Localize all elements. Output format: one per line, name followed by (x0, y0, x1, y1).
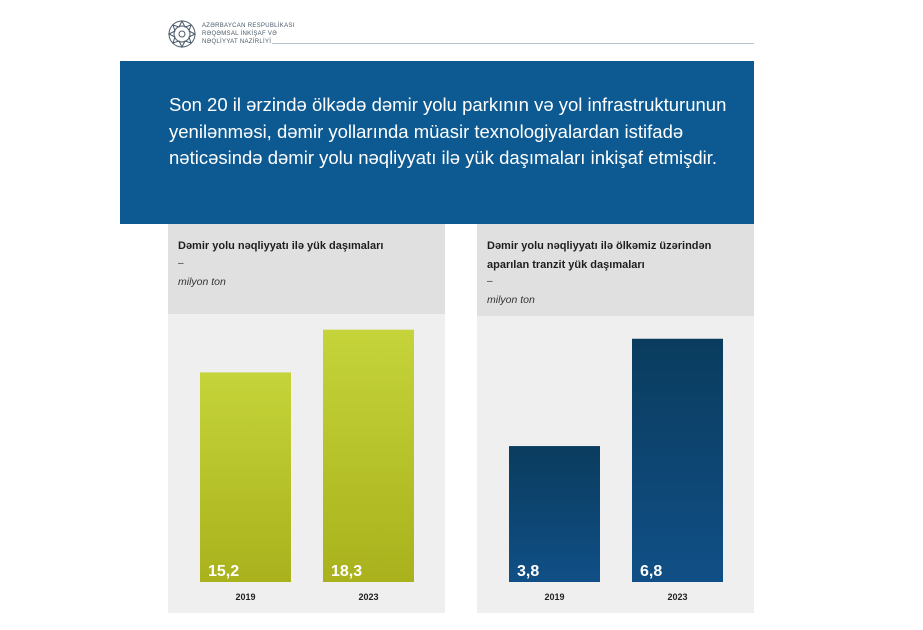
x-tick-label: 2019 (544, 592, 564, 602)
bar-chart-transit: 3,8 2019 6,8 2023 (509, 338, 723, 602)
chart-bar-2023 (632, 338, 723, 582)
chart-unit: milyon ton (487, 294, 535, 306)
chart-header: Dəmir yolu nəqliyyatı ilə yük daşımaları… (168, 224, 445, 314)
header-divider (272, 43, 754, 44)
chart-panel-freight: Dəmir yolu nəqliyyatı ilə yük daşımaları… (168, 224, 445, 613)
summary-banner: Son 20 il ərzində ölkədə dəmir yolu park… (120, 61, 754, 224)
ministry-name-line: RƏQƏMSAL İNKİŞAF VƏ (202, 31, 278, 37)
bar-value-label: 18,3 (331, 563, 362, 580)
chart-header: Dəmir yolu nəqliyyatı ilə ölkəmiz üzərin… (477, 224, 754, 316)
chart-bar-2019 (200, 372, 291, 582)
chart-panel-transit: Dəmir yolu nəqliyyatı ilə ölkəmiz üzərin… (477, 224, 754, 613)
x-tick-label: 2023 (667, 592, 687, 602)
bar-value-label: 6,8 (640, 563, 662, 580)
ministry-emblem-icon (167, 19, 197, 49)
chart-title: Dəmir yolu nəqliyyatı ilə yük daşımaları (178, 240, 384, 252)
chart-bar-2023 (323, 329, 414, 582)
summary-text: Son 20 il ərzində ölkədə dəmir yolu park… (169, 94, 727, 168)
bar-value-label: 3,8 (517, 563, 539, 580)
bar-value-label: 15,2 (208, 563, 239, 580)
x-tick-label: 2019 (235, 592, 255, 602)
ministry-name: AZƏRBAYCAN RESPUBLİKASI RƏQƏMSAL İNKİŞAF… (202, 22, 295, 46)
chart-dash: – (487, 276, 493, 287)
ministry-name-line: NƏQLİYYAT NAZİRLİYİ (202, 39, 272, 45)
chart-title: Dəmir yolu nəqliyyatı ilə ölkəmiz üzərin… (487, 240, 712, 271)
chart-bar-2019 (509, 446, 600, 582)
ministry-logo: AZƏRBAYCAN RESPUBLİKASI RƏQƏMSAL İNKİŞAF… (166, 18, 294, 52)
x-tick-label: 2023 (358, 592, 378, 602)
bar-chart-freight: 15,2 2019 18,3 2023 (200, 329, 414, 602)
ministry-name-line: AZƏRBAYCAN RESPUBLİKASI (202, 23, 295, 29)
chart-unit: milyon ton (178, 276, 226, 288)
chart-dash: – (178, 258, 184, 269)
